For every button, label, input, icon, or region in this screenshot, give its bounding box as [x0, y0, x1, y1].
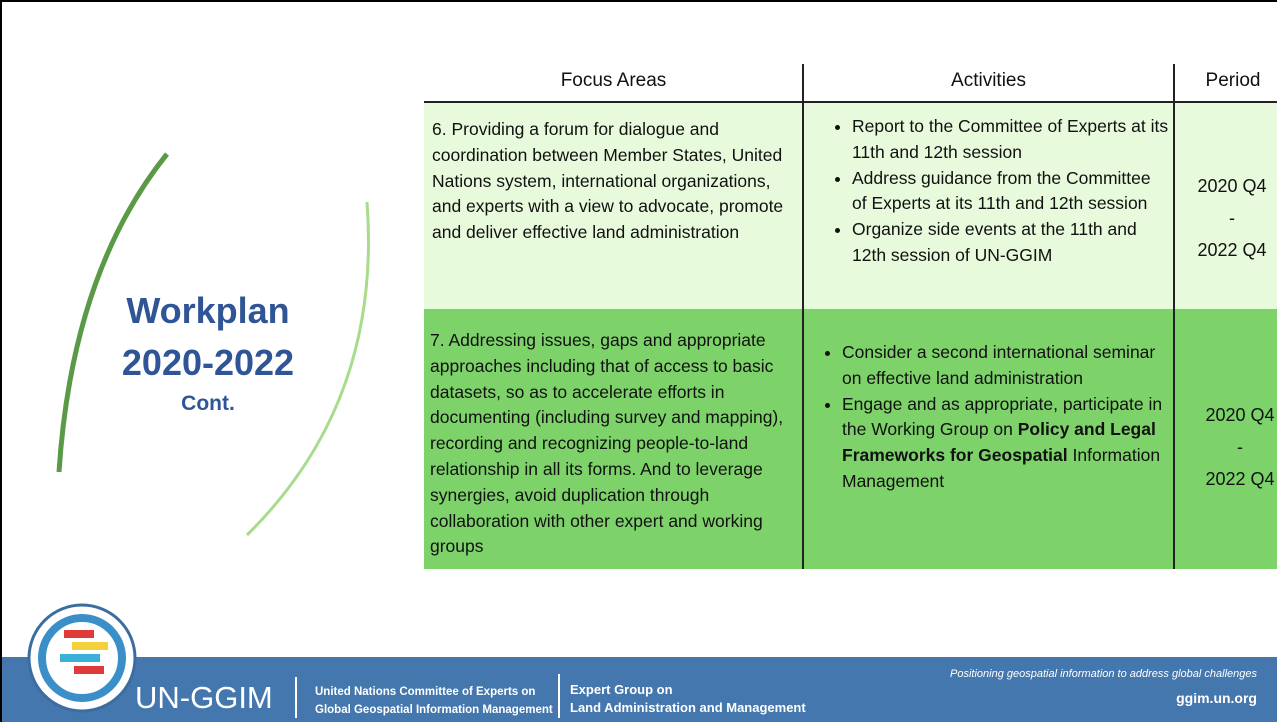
period-start: 2020 Q4	[1197, 176, 1267, 196]
period-sep: -	[1229, 208, 1235, 228]
period-start: 2020 Q4	[1205, 405, 1275, 425]
activity: Engage and as appropriate, participate i…	[842, 392, 1172, 495]
column-header: Period	[1205, 70, 1261, 91]
activity: Report to the Committee of Experts at it…	[852, 114, 1170, 166]
period-end: 2022 Q4	[1197, 240, 1267, 260]
activity: Consider a second international seminar …	[842, 340, 1172, 392]
committee: United Nations Committee of Experts on G…	[315, 683, 553, 719]
activity-text: Information Management	[842, 445, 1161, 491]
period: 2020 Q4 - 2022 Q4	[1182, 399, 1277, 495]
focus-area: 6. Providing a forum for dialogue and co…	[432, 119, 784, 243]
footer-line: Land Administration and Management	[570, 700, 806, 715]
activity: Organize side events at the 11th and 12t…	[852, 217, 1170, 269]
tagline: Positioning geospatial information to ad…	[950, 668, 1257, 680]
period: 2020 Q4 - 2022 Q4	[1174, 170, 1277, 266]
activity-emphasis: Policy and Legal Frameworks for Geospati…	[842, 419, 1156, 466]
period-sep: -	[1237, 437, 1243, 457]
title: Workplan	[126, 290, 290, 331]
group: Expert Group on Land Administration and …	[570, 681, 806, 717]
activity: Address guidance from the Committee of E…	[852, 166, 1170, 218]
activity-list: Report to the Committee of Experts at it…	[830, 114, 1170, 269]
footer-line: United Nations Committee of Experts on	[315, 686, 536, 698]
title: 2020-2022	[121, 342, 295, 383]
activity-list: Consider a second international seminar …	[820, 340, 1172, 495]
period-end: 2022 Q4	[1205, 469, 1275, 489]
url: ggim.un.org	[1176, 690, 1257, 706]
footer-line: Global Geospatial Information Management	[315, 704, 553, 716]
column-header: Focus Areas	[560, 70, 667, 91]
activity-text: Engage and as appropriate, participate i…	[842, 393, 1163, 440]
subtitle: Cont.	[181, 392, 235, 415]
brand: UN-GGIM	[135, 680, 273, 715]
footer-line: Expert Group on	[570, 682, 673, 697]
column-header: Activities	[951, 70, 1026, 91]
focus-area: 7. Addressing issues, gaps and appropria…	[430, 330, 784, 557]
